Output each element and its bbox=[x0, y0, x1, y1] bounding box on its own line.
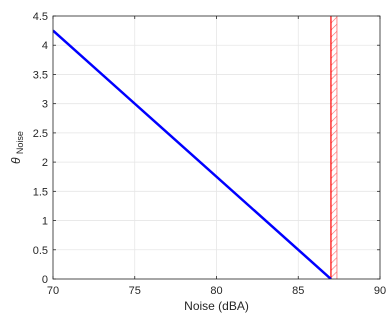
y-axis-label: θ Noise bbox=[9, 131, 25, 164]
x-tick-label: 90 bbox=[374, 285, 386, 297]
y-tick-label: 4.5 bbox=[33, 11, 48, 23]
y-tick-label: 0.5 bbox=[33, 245, 48, 257]
x-tick-labels: 70 75 80 85 90 bbox=[47, 285, 386, 297]
threshold-hatch bbox=[330, 16, 337, 279]
y-axis-label-subscript: Noise bbox=[15, 131, 25, 154]
y-tick-label: 3.5 bbox=[33, 69, 48, 81]
x-tick-label: 75 bbox=[129, 285, 141, 297]
y-tick-label: 1 bbox=[42, 216, 48, 228]
series-group bbox=[53, 29, 332, 279]
y-tick-label: 2 bbox=[42, 157, 48, 169]
x-tick-label: 85 bbox=[292, 285, 304, 297]
x-axis-label: Noise (dBA) bbox=[184, 299, 249, 313]
y-tick-label: 3 bbox=[42, 99, 48, 111]
threshold-region bbox=[330, 16, 338, 279]
y-tick-labels: 0 0.5 1 1.5 2 2.5 3 3.5 4 4.5 bbox=[33, 11, 48, 286]
y-tick-label: 2.5 bbox=[33, 128, 48, 140]
x-tick-label: 70 bbox=[47, 285, 59, 297]
y-tick-label: 1.5 bbox=[33, 186, 48, 198]
y-tick-label: 4 bbox=[42, 40, 48, 52]
tick-marks bbox=[52, 15, 381, 280]
x-tick-label: 80 bbox=[210, 285, 222, 297]
y-tick-label: 0 bbox=[42, 274, 48, 286]
y-axis-label-symbol: θ bbox=[9, 157, 23, 164]
series-line bbox=[53, 29, 332, 279]
